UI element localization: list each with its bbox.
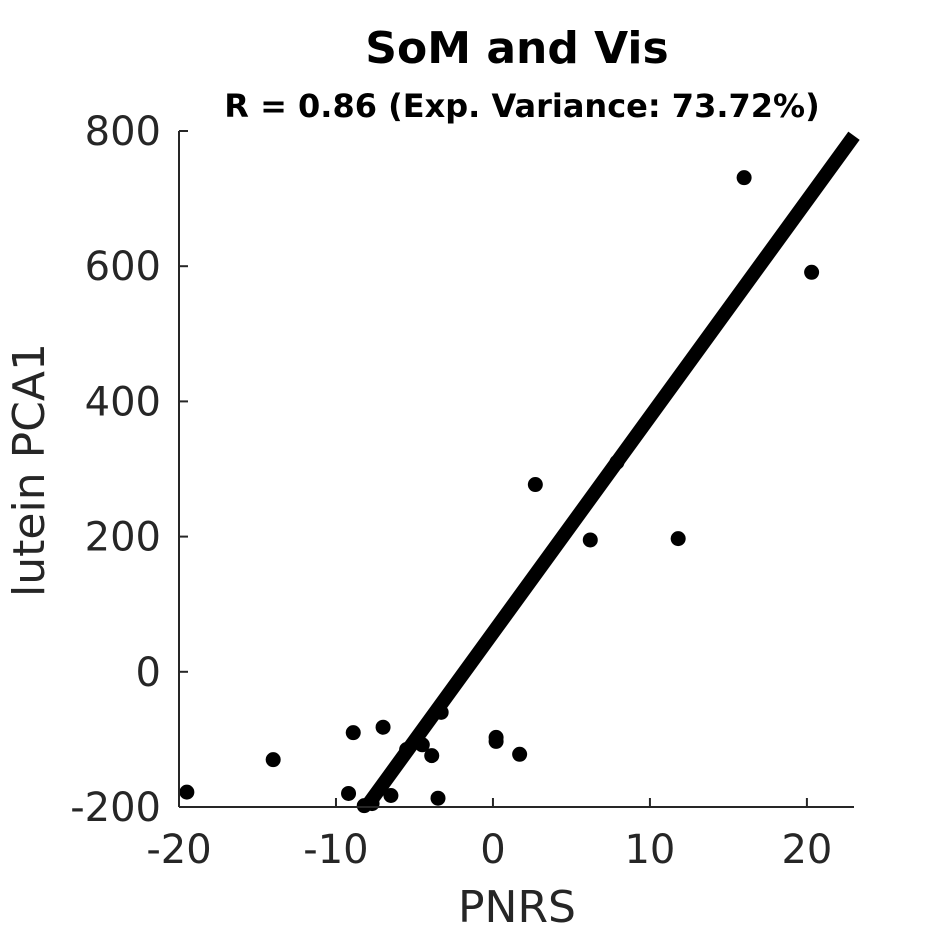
x-axis-label: PNRS [458,882,576,933]
x-tick-label: 10 [624,827,675,873]
regression-line [361,131,860,810]
x-tick-label: 0 [480,827,505,873]
data-point [527,477,543,493]
data-point [804,264,820,280]
data-point [341,785,357,801]
data-point [512,746,528,762]
data-point [582,532,598,548]
data-point [383,788,399,804]
data-point [670,531,686,547]
data-point [736,170,752,186]
data-point [375,719,391,735]
chart-title: SoM and Vis [365,23,668,74]
x-axis-ticks: -20 -10 0 10 20 [146,798,832,873]
data-point [430,790,446,806]
y-axis-ticks: -200 0 200 400 600 800 [70,109,188,831]
data-point [265,752,281,768]
y-tick-label: 0 [136,650,161,696]
data-point [424,748,440,764]
x-tick-label: -20 [146,827,211,873]
y-tick-label: 400 [85,379,161,425]
y-tick-label: -200 [70,785,161,831]
y-tick-label: 600 [85,244,161,290]
y-tick-label: 200 [85,515,161,561]
data-point [345,725,361,741]
data-point [179,784,195,800]
y-axis-label: lutein PCA1 [4,343,55,597]
x-tick-label: 20 [781,827,832,873]
x-tick-label: -10 [303,827,368,873]
data-point [488,733,504,749]
y-tick-label: 800 [85,109,161,155]
chart-subtitle: R = 0.86 (Exp. Variance: 73.72%) [224,87,819,125]
